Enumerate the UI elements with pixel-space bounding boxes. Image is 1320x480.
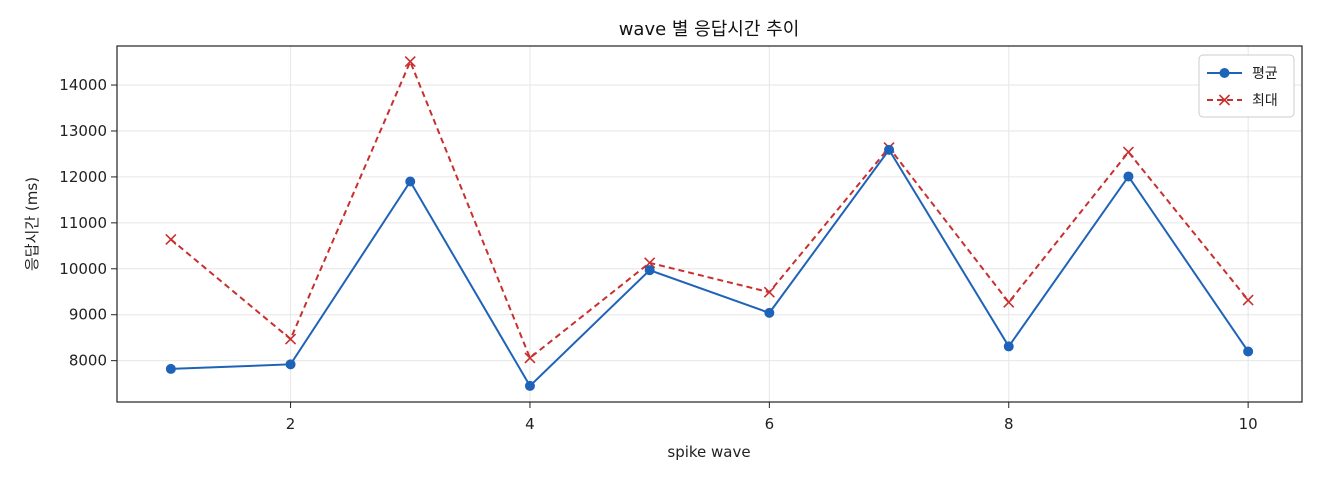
data-point [1242, 294, 1254, 306]
y-tick-label: 10000 [59, 260, 107, 278]
legend-label: 최대 [1252, 93, 1278, 109]
data-point [644, 265, 655, 276]
y-tick-label: 9000 [69, 306, 107, 324]
data-point [1122, 146, 1135, 158]
grid [117, 46, 1302, 402]
x-tick-label: 4 [525, 415, 535, 433]
legend-item: 평균 [1207, 66, 1278, 82]
x-axis: 2 4 6 8 10 [286, 402, 1258, 433]
x-tick-label: 2 [286, 415, 296, 433]
data-point [405, 176, 416, 187]
series-line [170, 148, 1249, 388]
data-point [1003, 341, 1014, 352]
data-point [524, 352, 536, 364]
legend-item: 최대 [1207, 93, 1278, 109]
y-tick-label: 8000 [69, 352, 107, 370]
y-axis: 8000 9000 10000 11000 12000 13000 14000 [59, 76, 117, 370]
y-tick-label: 11000 [59, 214, 107, 232]
x-tick-label: 6 [765, 415, 775, 433]
y-tick-label: 13000 [59, 122, 107, 140]
series-2 [165, 56, 1254, 364]
legend-box [1198, 54, 1295, 118]
data-point [1243, 346, 1254, 357]
legend-marker [1218, 94, 1231, 106]
series-layer [165, 56, 1254, 391]
plot-area-frame [116, 45, 1303, 403]
series-line [170, 59, 1249, 360]
series-1 [165, 144, 1254, 391]
data-point [285, 359, 296, 370]
data-point [644, 257, 656, 269]
legend-marker [1219, 68, 1230, 78]
data-point [1003, 296, 1015, 308]
data-point [764, 307, 775, 318]
chart-title: wave 별 응답시간 추이 [619, 19, 800, 40]
data-point [1123, 171, 1134, 182]
data-point [165, 363, 176, 374]
data-point [284, 333, 297, 345]
y-tick-label: 14000 [59, 76, 107, 94]
data-point [165, 233, 177, 245]
x-tick-label: 8 [1004, 415, 1014, 433]
data-point [884, 144, 895, 155]
data-point [763, 286, 775, 298]
data-point [524, 380, 535, 391]
y-axis-label: 응답시간 (ms) [23, 177, 41, 271]
x-tick-label: 10 [1239, 415, 1258, 433]
x-axis-label: spike wave [667, 443, 750, 461]
legend-label: 평균 [1252, 66, 1278, 82]
y-tick-label: 12000 [59, 168, 107, 186]
data-point [404, 56, 416, 68]
